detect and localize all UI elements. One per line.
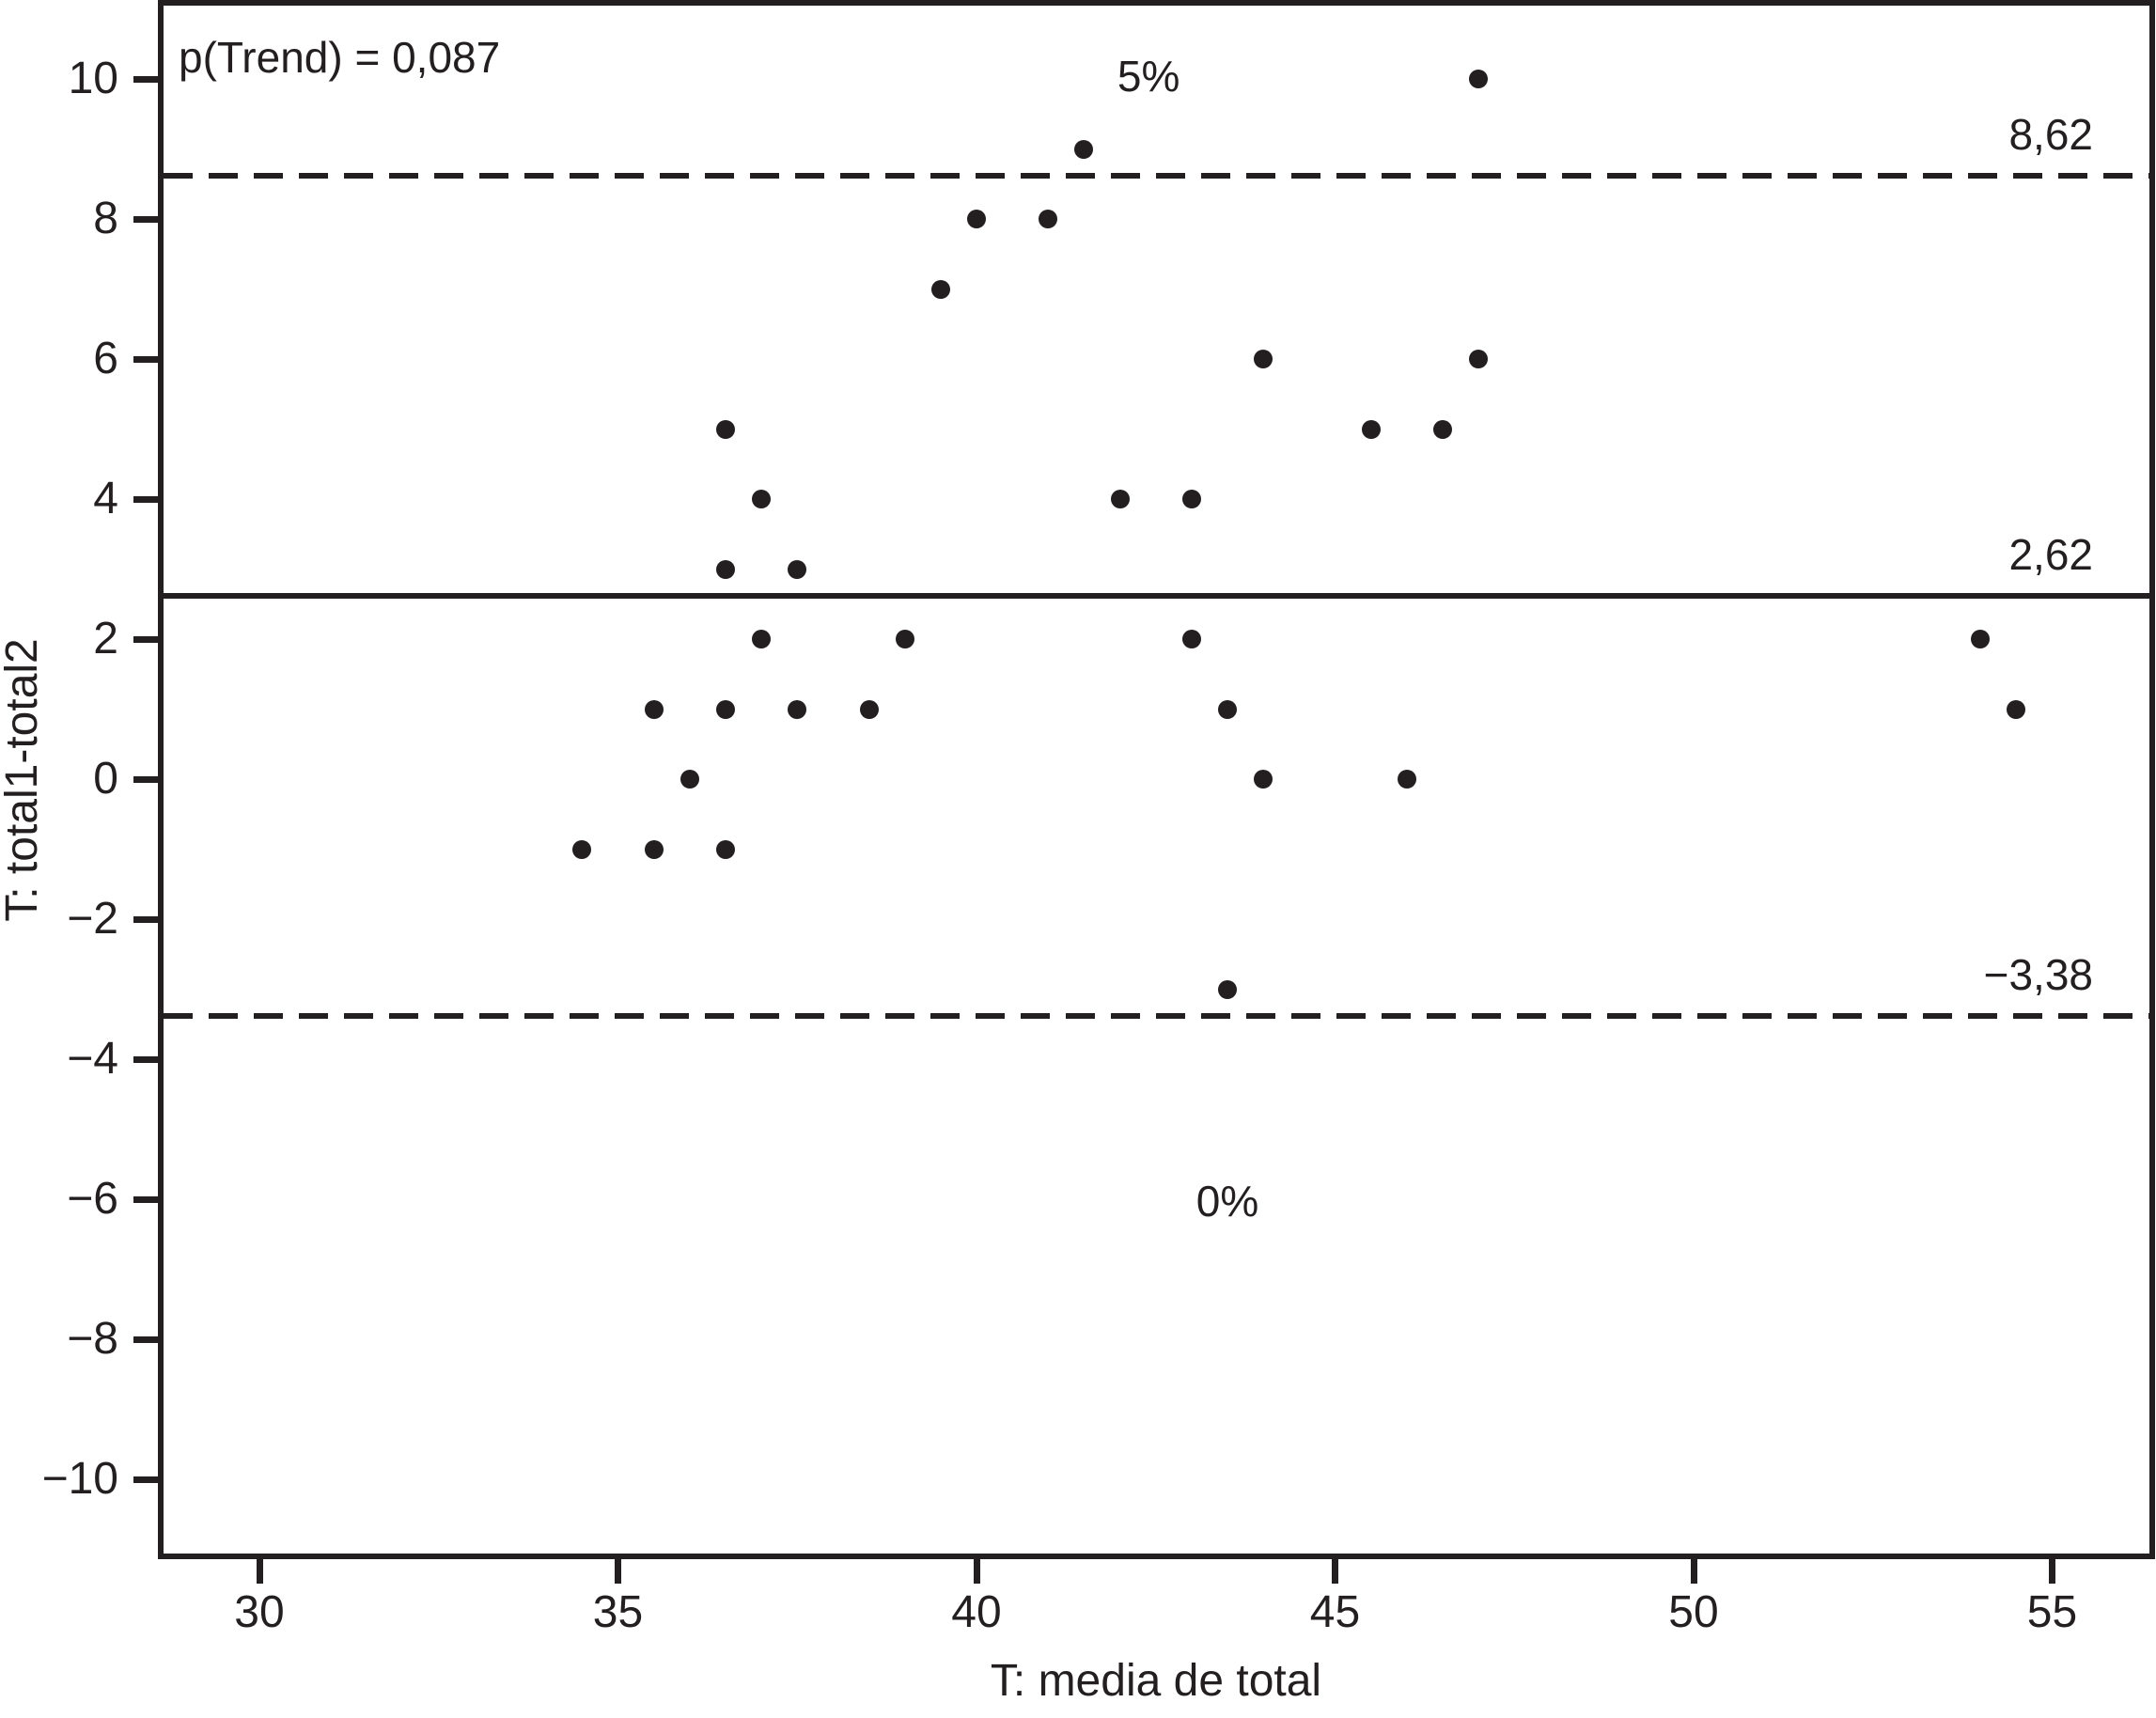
y-tick bbox=[133, 1195, 158, 1203]
scatter-point bbox=[572, 839, 592, 859]
y-axis-title: T: total1-total2 bbox=[0, 638, 47, 922]
reference-line bbox=[164, 1012, 2149, 1019]
scatter-point bbox=[1469, 350, 1489, 368]
x-tick-label: 40 bbox=[951, 1587, 1002, 1637]
scatter-point bbox=[1181, 630, 1201, 648]
y-tick-label: −6 bbox=[67, 1174, 118, 1224]
p-trend-annotation: p(Trend) = 0,087 bbox=[179, 33, 501, 82]
y-tick bbox=[133, 355, 158, 363]
scatter-point bbox=[895, 630, 914, 648]
scatter-point bbox=[1074, 139, 1094, 159]
y-tick bbox=[133, 75, 158, 83]
y-tick bbox=[133, 215, 158, 223]
scatter-point bbox=[859, 699, 879, 719]
x-tick-label: 50 bbox=[1668, 1587, 1719, 1637]
y-tick-label: −2 bbox=[67, 894, 118, 944]
y-tick-label: 4 bbox=[93, 474, 118, 523]
scatter-point bbox=[680, 770, 699, 789]
scatter-point bbox=[788, 699, 807, 719]
reference-line bbox=[164, 592, 2149, 599]
x-tick bbox=[256, 1559, 263, 1584]
y-tick-label: 6 bbox=[93, 334, 118, 383]
scatter-point bbox=[752, 630, 772, 648]
x-tick-label: 35 bbox=[592, 1587, 644, 1637]
y-tick-label: −4 bbox=[67, 1034, 118, 1084]
scatter-point bbox=[1254, 350, 1273, 368]
scatter-point bbox=[715, 699, 735, 719]
x-tick-label: 45 bbox=[1309, 1587, 1361, 1637]
annotation-label: 0% bbox=[1195, 1177, 1259, 1226]
y-tick bbox=[133, 1055, 158, 1063]
y-tick-label: −10 bbox=[41, 1454, 118, 1504]
scatter-point bbox=[715, 839, 735, 859]
y-tick-label: 8 bbox=[93, 194, 118, 243]
reference-line bbox=[164, 172, 2149, 179]
y-tick bbox=[133, 775, 158, 783]
plot-area bbox=[158, 0, 2155, 1559]
scatter-point bbox=[1971, 630, 1991, 648]
scatter-point bbox=[1254, 770, 1273, 789]
scatter-point bbox=[752, 490, 772, 508]
y-tick bbox=[133, 915, 158, 923]
scatter-point bbox=[1432, 419, 1452, 439]
scatter-point bbox=[1469, 70, 1489, 88]
scatter-point bbox=[644, 839, 664, 859]
scatter-point bbox=[715, 559, 735, 579]
y-tick bbox=[133, 635, 158, 643]
scatter-point bbox=[1218, 979, 1238, 999]
y-tick-label: 10 bbox=[68, 54, 118, 103]
scatter-point bbox=[967, 210, 986, 228]
x-tick bbox=[2049, 1559, 2055, 1584]
x-tick bbox=[973, 1559, 980, 1584]
reference-line-label: −3,38 bbox=[1983, 949, 2093, 999]
y-tick-label: 0 bbox=[93, 754, 118, 804]
x-tick-label: 55 bbox=[2026, 1587, 2078, 1637]
scatter-point bbox=[1397, 770, 1416, 789]
y-tick-label: 2 bbox=[93, 614, 118, 664]
x-axis-title: T: media de total bbox=[990, 1656, 1322, 1706]
scatter-point bbox=[1218, 699, 1238, 719]
scatter-point bbox=[715, 419, 735, 439]
scatter-point bbox=[788, 559, 807, 579]
scatter-point bbox=[644, 699, 664, 719]
y-tick bbox=[133, 1335, 158, 1343]
x-tick-label: 30 bbox=[234, 1587, 285, 1637]
reference-line-label: 8,62 bbox=[2008, 109, 2093, 159]
scatter-point bbox=[1110, 490, 1130, 508]
reference-line-label: 2,62 bbox=[2008, 529, 2093, 579]
scatter-point bbox=[930, 279, 950, 299]
scatter-point bbox=[1039, 210, 1058, 228]
annotation-label: 5% bbox=[1117, 52, 1180, 102]
x-tick bbox=[1690, 1559, 1697, 1584]
scatter-point bbox=[1181, 490, 1201, 508]
scatter-point bbox=[1361, 419, 1381, 439]
x-tick bbox=[1332, 1559, 1338, 1584]
y-tick bbox=[133, 1476, 158, 1483]
y-tick-label: −8 bbox=[67, 1314, 118, 1364]
scatter-point bbox=[2007, 699, 2026, 719]
y-tick bbox=[133, 495, 158, 503]
x-tick bbox=[615, 1559, 621, 1584]
